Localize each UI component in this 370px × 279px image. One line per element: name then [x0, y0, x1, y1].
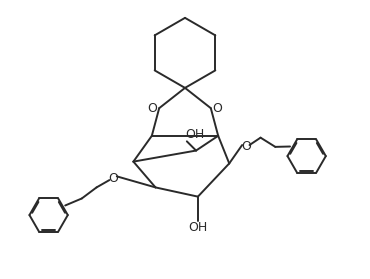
- Text: OH: OH: [188, 222, 208, 234]
- Text: O: O: [108, 172, 118, 185]
- Text: O: O: [212, 102, 222, 115]
- Text: OH: OH: [186, 128, 205, 141]
- Text: O: O: [241, 140, 251, 153]
- Text: O: O: [148, 102, 158, 115]
